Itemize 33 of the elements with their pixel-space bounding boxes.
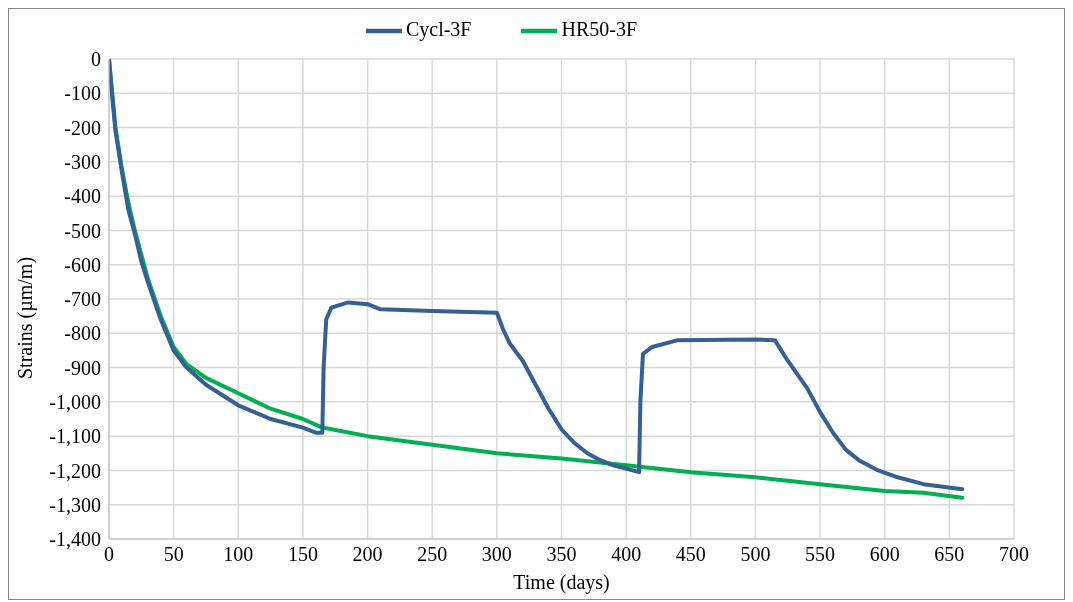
x-tick-label: 650	[934, 543, 965, 566]
y-tick-label: -800	[64, 322, 101, 345]
x-tick-label: 600	[869, 543, 900, 566]
x-tick-label: 700	[999, 543, 1029, 566]
y-tick-label: -400	[64, 185, 101, 208]
y-tick-label: -1,100	[49, 425, 101, 448]
y-tick-label: -1,000	[49, 390, 101, 413]
x-tick-label: 500	[740, 543, 771, 566]
x-tick-label: 200	[352, 543, 383, 566]
y-tick-label: -700	[64, 288, 101, 311]
y-tick-label: -900	[64, 356, 101, 379]
y-tick-label: -1,400	[49, 528, 101, 551]
y-tick-label: -500	[64, 219, 101, 242]
y-tick-label: -1,200	[49, 459, 101, 482]
x-axis-title: Time (days)	[513, 571, 610, 594]
x-tick-label: 350	[546, 543, 577, 566]
legend-label: HR50-3F	[561, 17, 638, 40]
x-tick-label: 250	[417, 543, 448, 566]
x-tick-label: 550	[805, 543, 836, 566]
x-tick-label: 400	[611, 543, 642, 566]
y-tick-label: -200	[64, 116, 101, 139]
x-tick-label: 50	[163, 543, 184, 566]
x-tick-label: 150	[287, 543, 318, 566]
y-axis-title: Strains (µm/m)	[14, 256, 38, 379]
y-tick-label: -300	[64, 150, 101, 173]
y-tick-label: -600	[64, 253, 101, 276]
y-tick-label: -100	[64, 82, 101, 105]
x-tick-label: 100	[223, 543, 254, 566]
legend-label: Cycl-3F	[405, 17, 472, 40]
y-tick-label: -1,300	[49, 493, 101, 516]
x-tick-label: 300	[481, 543, 512, 566]
y-tick-label: 0	[91, 48, 101, 71]
x-tick-label: 450	[675, 543, 706, 566]
